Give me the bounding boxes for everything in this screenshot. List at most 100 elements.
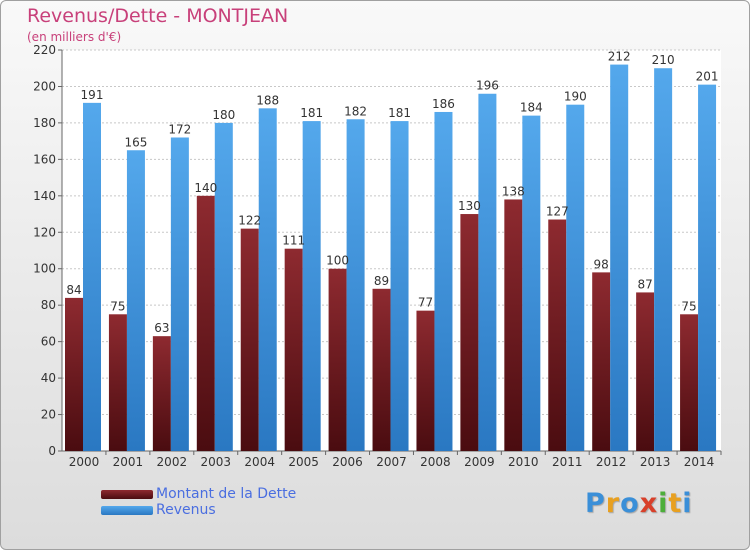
- y-tick-label: 60: [41, 335, 56, 349]
- data-label-revenus: 188: [256, 93, 279, 107]
- y-tick-label: 0: [48, 444, 56, 458]
- data-label-dette: 130: [458, 199, 481, 213]
- bar-revenus: [214, 122, 233, 451]
- data-label-revenus: 212: [608, 50, 631, 64]
- legend-label-revenus: Revenus: [156, 502, 216, 518]
- x-tick-label: 2010: [508, 455, 539, 469]
- x-tick-label: 2002: [157, 455, 188, 469]
- logo-letter: i: [682, 488, 693, 519]
- bar-dette: [240, 228, 259, 451]
- logo-letter: P: [585, 488, 606, 519]
- bar-revenus: [258, 108, 277, 451]
- data-label-revenus: 181: [388, 106, 411, 120]
- bar-revenus: [610, 64, 629, 451]
- data-label-revenus: 184: [520, 101, 543, 115]
- x-tick-label: 2005: [288, 455, 319, 469]
- bar-revenus: [522, 115, 541, 452]
- bar-dette: [636, 292, 655, 451]
- bar-dette: [504, 199, 523, 451]
- legend-swatch-dette: [101, 490, 153, 499]
- bar-dette: [416, 310, 435, 451]
- y-tick-label: 40: [41, 371, 56, 385]
- x-tick-label: 2006: [332, 455, 363, 469]
- bar-revenus: [698, 84, 717, 451]
- data-label-dette: 122: [238, 214, 261, 228]
- x-tick-label: 2012: [596, 455, 627, 469]
- bar-dette: [284, 248, 303, 451]
- y-tick-label: 220: [33, 43, 56, 57]
- data-label-dette: 77: [418, 296, 433, 310]
- logo-letter: t: [668, 488, 683, 519]
- bar-dette: [328, 268, 347, 451]
- bar-revenus: [170, 137, 189, 451]
- data-label-dette: 89: [374, 274, 389, 288]
- x-tick-label: 2013: [640, 455, 671, 469]
- logo-letter: x: [639, 488, 659, 519]
- logo-letter: i: [658, 488, 669, 519]
- bar-revenus: [83, 102, 101, 451]
- bar-revenus: [346, 119, 365, 451]
- bar-revenus: [126, 150, 145, 451]
- y-tick-label: 80: [41, 298, 56, 312]
- data-label-dette: 75: [110, 299, 125, 313]
- legend-swatch-revenus: [101, 506, 153, 515]
- data-label-dette: 140: [194, 181, 217, 195]
- data-label-dette: 111: [282, 234, 305, 248]
- data-label-dette: 138: [502, 184, 525, 198]
- y-tick-label: 200: [33, 79, 56, 93]
- bar-dette: [65, 297, 83, 451]
- bar-revenus: [434, 111, 453, 452]
- x-tick-label: 2009: [464, 455, 495, 469]
- bar-revenus: [566, 104, 585, 451]
- data-label-dette: 87: [637, 277, 652, 291]
- data-label-revenus: 172: [168, 122, 191, 136]
- x-tick-label: 2008: [420, 455, 451, 469]
- data-label-dette: 127: [546, 205, 569, 219]
- x-tick-label: 2000: [69, 455, 100, 469]
- data-label-dette: 100: [326, 254, 349, 268]
- chart-title: Revenus/Dette - MONTJEAN: [27, 5, 289, 27]
- data-label-revenus: 181: [300, 106, 323, 120]
- data-label-revenus: 186: [432, 97, 455, 111]
- y-tick-label: 20: [41, 408, 56, 422]
- data-label-dette: 98: [594, 257, 609, 271]
- bar-revenus: [654, 68, 673, 452]
- data-label-revenus: 190: [564, 90, 587, 104]
- y-tick-label: 100: [33, 262, 56, 276]
- data-label-revenus: 182: [344, 104, 367, 118]
- x-tick-label: 2014: [684, 455, 715, 469]
- data-label-revenus: 180: [212, 108, 235, 122]
- x-tick-label: 2001: [113, 455, 144, 469]
- chart-subtitle: (en milliers d'€): [27, 30, 122, 44]
- bar-dette: [548, 219, 567, 451]
- data-label-dette: 75: [681, 299, 696, 313]
- data-label-revenus: 196: [476, 79, 499, 93]
- data-label-revenus: 191: [81, 88, 104, 102]
- x-tick-label: 2011: [552, 455, 583, 469]
- bar-dette: [460, 214, 479, 451]
- x-tick-label: 2004: [244, 455, 275, 469]
- legend-label-dette: Montant de la Dette: [156, 486, 297, 502]
- y-tick-label: 160: [33, 152, 56, 166]
- y-tick-label: 140: [33, 189, 56, 203]
- data-label-dette: 63: [154, 321, 169, 335]
- bar-dette: [196, 195, 215, 451]
- logo-letter: r: [605, 488, 621, 519]
- bar-dette: [108, 314, 127, 451]
- y-tick-label: 120: [33, 225, 56, 239]
- bar-dette: [592, 272, 611, 451]
- data-label-dette: 84: [66, 283, 81, 297]
- bar-revenus: [390, 121, 409, 451]
- bar-revenus: [302, 121, 321, 451]
- y-tick-label: 180: [33, 116, 56, 130]
- x-tick-label: 2007: [376, 455, 407, 469]
- bar-dette: [152, 336, 171, 451]
- bar-dette: [372, 288, 391, 451]
- logo-letter: o: [620, 488, 640, 519]
- proxiti-logo: Proxiti: [585, 488, 693, 519]
- x-tick-label: 2003: [200, 455, 231, 469]
- data-label-revenus: 201: [696, 70, 719, 84]
- data-label-revenus: 165: [124, 135, 147, 149]
